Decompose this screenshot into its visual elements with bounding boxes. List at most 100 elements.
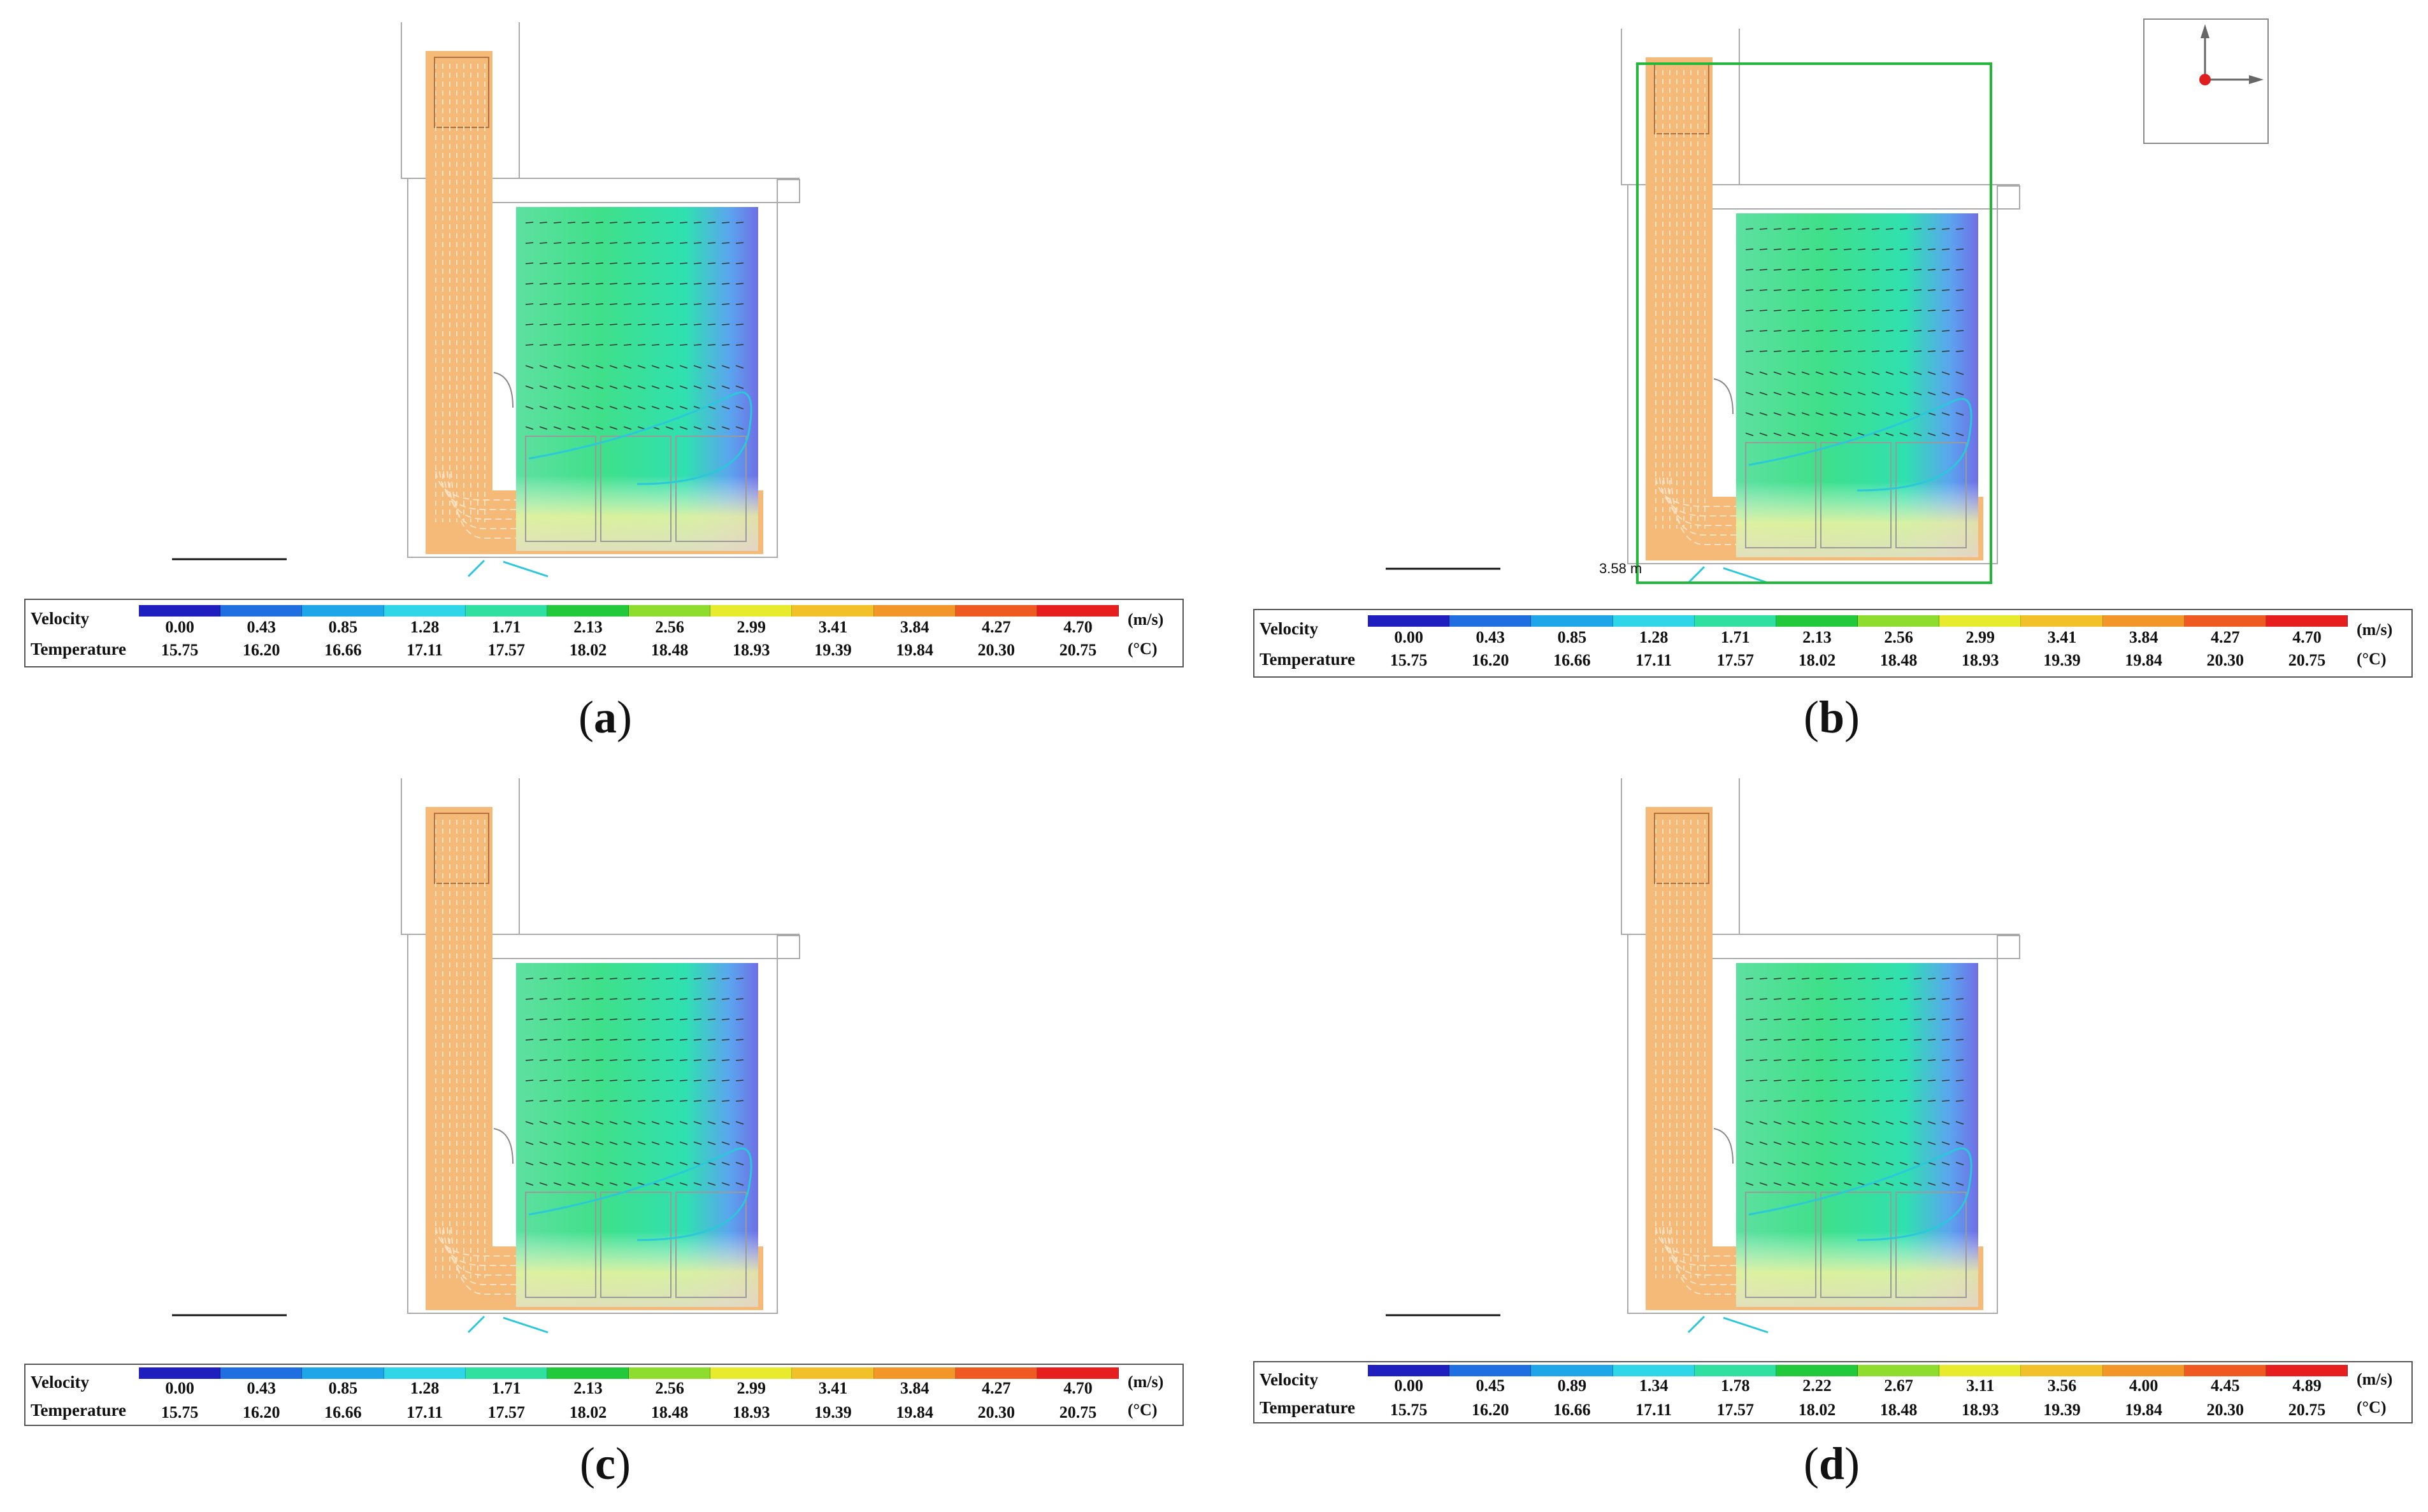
velocity-vector	[1941, 371, 1950, 375]
airflow-model	[401, 22, 800, 578]
velocity-vector	[1773, 978, 1782, 980]
velocity-vector	[525, 1080, 534, 1081]
velocity-vector	[553, 365, 562, 369]
velocity-vector	[721, 406, 730, 410]
velocity-vector	[525, 324, 534, 325]
velocity-vector	[1745, 1121, 1754, 1125]
colorbar-swatch	[465, 605, 547, 617]
velocity-vector	[595, 365, 604, 369]
velocity-vector	[679, 1121, 688, 1125]
velocity-vector	[1787, 1141, 1796, 1145]
velocity-vector	[595, 283, 604, 285]
velocity-vector	[595, 222, 604, 224]
colorbar-swatch	[1449, 615, 1532, 627]
velocity-vector	[609, 324, 618, 325]
velocity-vector	[1871, 310, 1880, 311]
velocity-vector	[1941, 1080, 1950, 1081]
temperature-value: 19.84	[896, 641, 933, 659]
colorbar-swatch	[792, 605, 874, 617]
velocity-vector	[1829, 248, 1838, 250]
velocity-vector	[609, 1182, 618, 1186]
temperature-unit: (°C)	[1128, 639, 1158, 658]
velocity-vector	[679, 365, 688, 369]
velocity-vector	[1857, 371, 1866, 375]
temperature-value: 19.39	[814, 1403, 852, 1422]
velocity-vector	[1941, 1141, 1950, 1145]
velocity-value: 4.70	[1063, 1379, 1093, 1397]
velocity-label: Velocity	[31, 609, 89, 628]
velocity-vector	[651, 978, 660, 980]
velocity-vector	[1885, 1039, 1894, 1041]
velocity-vector	[581, 1039, 590, 1041]
velocity-vector	[1843, 1182, 1852, 1186]
temperature-value: 20.75	[1059, 1403, 1097, 1422]
velocity-vector	[721, 222, 730, 224]
velocity-vector	[1955, 350, 1964, 352]
velocity-vector	[679, 1080, 688, 1081]
velocity-vector	[1899, 432, 1908, 436]
velocity-vector	[665, 385, 674, 389]
velocity-vector	[1815, 350, 1824, 352]
velocity-vector	[1927, 392, 1936, 396]
colorbar-swatch	[2021, 615, 2103, 627]
velocity-vector	[721, 1162, 730, 1166]
velocity-vector	[1801, 1018, 1810, 1020]
velocity-vector	[1759, 269, 1768, 271]
velocity-vector	[1815, 1141, 1824, 1145]
temperature-value: 18.93	[733, 1403, 770, 1422]
velocity-vector	[651, 1039, 660, 1041]
velocity-vector	[693, 426, 702, 430]
velocity-vector	[595, 324, 604, 325]
velocity-vector	[553, 222, 562, 224]
velocity-vector	[1815, 371, 1824, 375]
velocity-vector	[623, 426, 632, 430]
velocity-value: 0.45	[1476, 1376, 1505, 1395]
velocity-vector	[1955, 371, 1964, 375]
velocity-vector	[1829, 269, 1838, 271]
temperature-value: 20.30	[2206, 651, 2245, 669]
velocity-vector	[1913, 310, 1922, 311]
velocity-vector	[1899, 1080, 1908, 1081]
velocity-unit: (m/s)	[1128, 1373, 1164, 1391]
colorbar-swatch	[1037, 1367, 1119, 1379]
velocity-vector	[1773, 392, 1782, 396]
velocity-value: 2.99	[736, 1379, 766, 1397]
velocity-vector	[1857, 1121, 1866, 1125]
velocity-value: 1.28	[1639, 628, 1669, 646]
velocity-vector	[567, 385, 576, 389]
velocity-vector	[1899, 1121, 1908, 1125]
velocity-vector	[1843, 310, 1852, 311]
velocity-vector	[1871, 412, 1880, 416]
velocity-unit: (m/s)	[2357, 620, 2393, 639]
velocity-vector	[609, 1039, 618, 1041]
temperature-value: 16.66	[324, 641, 362, 659]
cabinet	[675, 1192, 747, 1298]
colorbar-swatch	[1776, 615, 1858, 627]
temperature-value: 20.75	[2288, 1401, 2326, 1419]
airflow-model	[1621, 29, 2020, 584]
velocity-vector	[693, 365, 702, 369]
velocity-vector	[1927, 269, 1936, 271]
velocity-vector	[623, 978, 632, 980]
velocity-vector	[1773, 1080, 1782, 1081]
velocity-vector	[1955, 310, 1964, 311]
panel-d: Velocity Temperature 0.00 0.45 0.89 1.34 1.7…	[1214, 756, 2428, 1512]
velocity-vector	[581, 365, 590, 369]
velocity-vector	[1759, 1162, 1768, 1166]
velocity-vector	[1759, 248, 1768, 250]
velocity-vector	[1913, 1141, 1922, 1145]
velocity-vector	[1927, 350, 1936, 352]
velocity-vector	[623, 385, 632, 389]
velocity-vector	[609, 1141, 618, 1145]
velocity-vector	[539, 222, 548, 224]
velocity-vector	[679, 385, 688, 389]
velocity-vector	[525, 1039, 534, 1041]
velocity-vector	[525, 978, 534, 980]
velocity-vector	[1941, 1121, 1950, 1125]
velocity-vector	[637, 1141, 646, 1145]
velocity-vector	[553, 406, 562, 410]
velocity-vector	[651, 262, 660, 264]
velocity-vector	[651, 406, 660, 410]
velocity-vector	[665, 406, 674, 410]
temperature-value: 17.11	[1635, 1401, 1672, 1419]
